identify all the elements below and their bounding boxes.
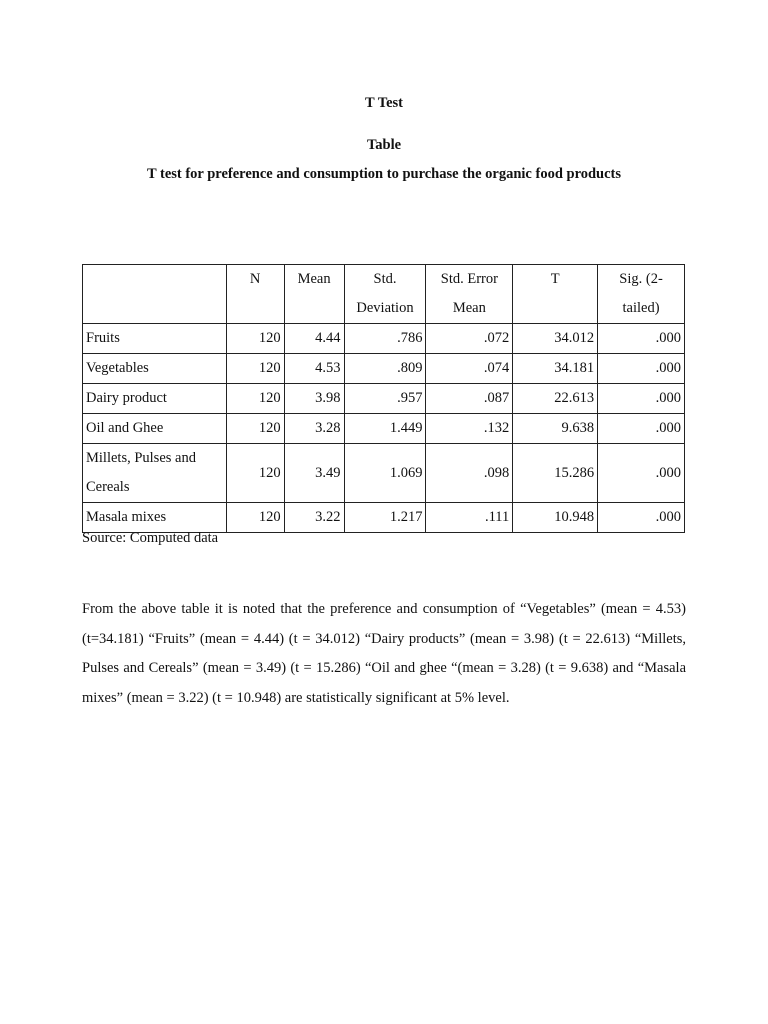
cell-value: .000 bbox=[597, 502, 685, 533]
table-row: Masala mixes 120 3.22 1.217.111 10.948.000 bbox=[82, 502, 685, 533]
table-label: Table bbox=[366, 137, 402, 153]
cell-value: 3.98 bbox=[283, 383, 345, 414]
t-test-table: N Mean Std. Deviation Std. Error Mean T Sig. … bbox=[82, 264, 685, 533]
cell-value: 4.44 bbox=[283, 323, 345, 354]
cell-value: 15.286 bbox=[512, 443, 599, 503]
cell-value: .000 bbox=[597, 383, 685, 414]
cell-value: 120 bbox=[225, 383, 285, 414]
column-header: Std. Error Mean bbox=[425, 264, 514, 324]
cell-value: 3.28 bbox=[283, 413, 345, 444]
cell-value: .786 bbox=[343, 323, 427, 354]
source-note: Source: Computed data bbox=[82, 530, 219, 546]
cell-value: .809 bbox=[343, 353, 427, 384]
cell-value: 120 bbox=[225, 353, 285, 384]
cell-value: 22.613 bbox=[512, 383, 599, 414]
row-label: Dairy product bbox=[82, 383, 227, 414]
cell-value: .074 bbox=[425, 353, 514, 384]
cell-value: 1.449 bbox=[343, 413, 427, 444]
row-label: Oil and Ghee bbox=[82, 413, 227, 444]
table-caption: T test for preference and consumption to… bbox=[146, 166, 622, 182]
table-row: Fruits 120 4.44.786.072 34.012.000 bbox=[82, 323, 685, 354]
cell-value: .111 bbox=[425, 502, 514, 533]
cell-value: 10.948 bbox=[512, 502, 599, 533]
cell-value: 9.638 bbox=[512, 413, 599, 444]
row-label: Vegetables bbox=[82, 353, 227, 384]
column-header bbox=[82, 264, 227, 324]
column-header: N bbox=[225, 264, 285, 324]
cell-value: 34.181 bbox=[512, 353, 599, 384]
table-row: Dairy product 120 3.98.957.087 22.613.000 bbox=[82, 383, 685, 414]
cell-value: 120 bbox=[225, 502, 285, 533]
cell-value: .132 bbox=[425, 413, 514, 444]
cell-value: 1.217 bbox=[343, 502, 427, 533]
cell-value: .087 bbox=[425, 383, 514, 414]
column-header: T bbox=[512, 264, 599, 324]
cell-value: 34.012 bbox=[512, 323, 599, 354]
cell-value: .000 bbox=[597, 323, 685, 354]
row-label: Fruits bbox=[82, 323, 227, 354]
row-label: Millets, Pulses and Cereals bbox=[82, 443, 227, 503]
cell-value: 120 bbox=[225, 413, 285, 444]
heading: T Test bbox=[364, 95, 404, 111]
cell-value: .957 bbox=[343, 383, 427, 414]
cell-value: .098 bbox=[425, 443, 514, 503]
column-header: Mean bbox=[283, 264, 345, 324]
cell-value: .000 bbox=[597, 413, 685, 444]
cell-value: .000 bbox=[597, 353, 685, 384]
cell-value: .072 bbox=[425, 323, 514, 354]
cell-value: 3.49 bbox=[283, 443, 345, 503]
table-row: Vegetables 120 4.53.809.074 34.181.000 bbox=[82, 353, 685, 384]
cell-value: 120 bbox=[225, 443, 285, 503]
header-row: N Mean Std. Deviation Std. Error Mean T Sig. … bbox=[82, 264, 685, 324]
cell-value: 1.069 bbox=[343, 443, 427, 503]
cell-value: .000 bbox=[597, 443, 685, 503]
cell-value: 3.22 bbox=[283, 502, 345, 533]
row-label: Masala mixes bbox=[82, 502, 227, 533]
column-header: Std. Deviation bbox=[343, 264, 427, 324]
column-header: Sig. (2-tailed) bbox=[597, 264, 685, 324]
cell-value: 120 bbox=[225, 323, 285, 354]
interpretation-paragraph: From the above table it is noted that th… bbox=[82, 601, 686, 706]
table-row: Millets, Pulses and Cereals 120 3.49 1.069.… bbox=[82, 443, 685, 503]
table-row: Oil and Ghee 120 3.28 1.449.132 9.638.000 bbox=[82, 413, 685, 444]
cell-value: 4.53 bbox=[283, 353, 345, 384]
